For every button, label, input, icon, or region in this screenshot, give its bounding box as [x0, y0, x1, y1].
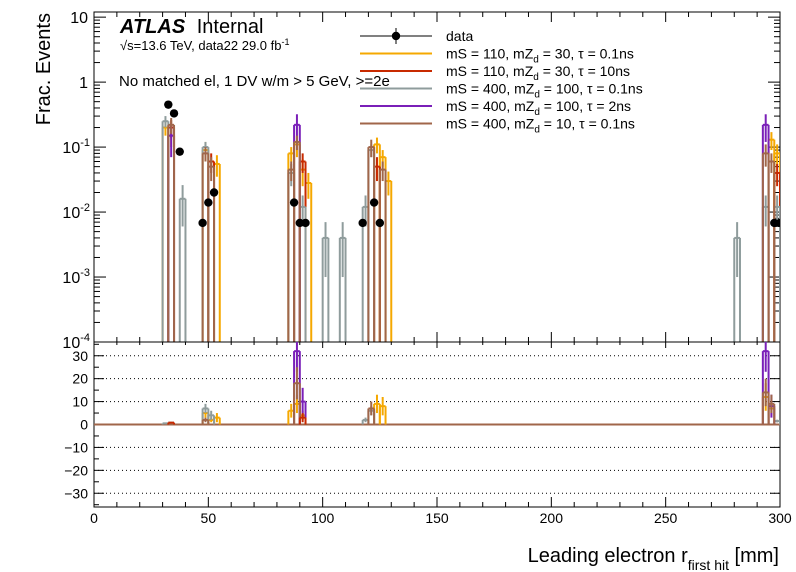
legend-entry-label: mS = 400, mZd = 10, τ = 0.1ns [446, 116, 635, 136]
data-point [358, 218, 367, 228]
x-tick-label: 0 [90, 510, 98, 526]
legend-data-marker [391, 31, 401, 41]
y-tick-label-ratio: −30 [64, 485, 88, 501]
data-point [175, 147, 184, 156]
x-tick-label: 300 [768, 510, 792, 526]
x-axis-title: Leading electron rfirst hit [mm] [528, 545, 779, 572]
y-tick-label-top: 10-4 [62, 332, 90, 352]
y-tick-label-ratio: 0 [80, 417, 88, 433]
x-tick-label: 200 [540, 510, 564, 526]
legend-entry-label: mS = 400, mZd = 100, τ = 0.1ns [446, 81, 643, 101]
legend-entry-label: mS = 400, mZd = 100, τ = 2ns [446, 98, 631, 118]
data-point [369, 198, 379, 207]
y-tick-label-top: 10 [70, 10, 88, 27]
top-panel-content [161, 100, 780, 342]
y-tick-label-ratio: 20 [72, 371, 88, 387]
data-point [169, 109, 179, 118]
y-tick-label-ratio: −10 [64, 439, 88, 455]
x-tick-label: 250 [654, 510, 678, 526]
atlas-label: ATLAS Internal [119, 16, 263, 38]
y-tick-label-top: 10-1 [62, 137, 90, 157]
data-point [198, 218, 207, 228]
x-tick-label: 100 [311, 510, 335, 526]
x-tick-label: 50 [201, 510, 217, 526]
legend-entry-label: data [446, 28, 473, 44]
data-point [209, 188, 219, 197]
data-point [289, 198, 299, 207]
data-point [775, 218, 780, 228]
top-panel-frame [93, 11, 781, 343]
y-tick-label-top: 1 [79, 75, 88, 92]
y-axis-title: Frac. Events [33, 13, 55, 125]
ratio-panel-content [94, 342, 780, 426]
y-tick-label-ratio: 30 [72, 348, 88, 364]
data-point [375, 218, 385, 228]
energy-lumi-label: √s=13.6 TeV, data22 29.0 fb-1 [120, 37, 290, 53]
legend-entry-label: mS = 110, mZd = 30, τ = 0.1ns [446, 46, 634, 66]
y-tick-label-ratio: 10 [72, 394, 88, 410]
selection-label: No matched el, 1 DV w/m > 5 GeV, >=2e [119, 73, 390, 90]
top-panel: 10 1 10-1 10-2 10-3 10-4 [62, 10, 781, 352]
data-point [164, 100, 173, 109]
x-tick-label: 150 [425, 510, 449, 526]
y-tick-label-top: 10-2 [62, 202, 90, 222]
y-tick-label-ratio: −20 [64, 462, 88, 478]
y-tick-label-top: 10-3 [62, 267, 90, 287]
data-point [204, 198, 213, 207]
legend-entry-label: mS = 110, mZd = 30, τ = 10ns [446, 63, 630, 83]
data-point [301, 218, 310, 228]
